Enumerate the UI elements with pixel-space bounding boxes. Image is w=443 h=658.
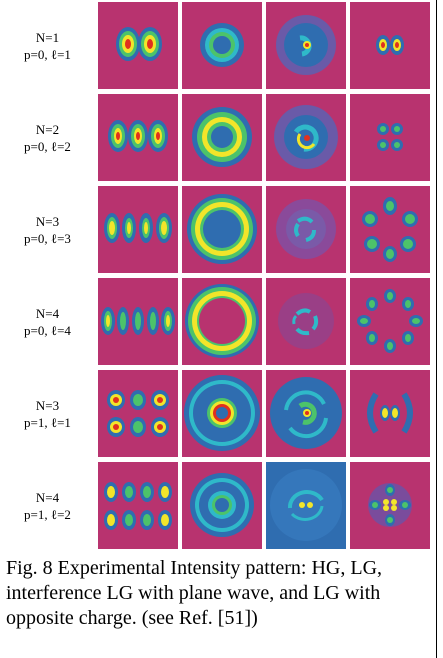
row-label-params: p=1, ℓ=1 [24,414,71,430]
row-label: N=1 p=0, ℓ=1 [0,2,95,89]
lg-mode-panel [182,462,262,549]
hg-mode-panel [98,278,178,365]
row-label: N=2 p=0, ℓ=2 [0,94,95,181]
lg-mode-panel [182,94,262,181]
row-label-params: p=1, ℓ=2 [24,506,71,522]
row-label: N=4 p=0, ℓ=4 [0,278,95,365]
opposite-charge-panel [350,370,430,457]
row-label-n: N=4 [35,489,60,505]
lg-mode-panel [182,278,262,365]
row-label-n: N=2 [35,121,60,137]
hg-mode-panel [98,94,178,181]
figure-row-3: N=3 p=0, ℓ=3 [0,186,437,273]
row-label: N=3 p=0, ℓ=3 [0,186,95,273]
figure-row-1: N=1 p=0, ℓ=1 [0,2,437,89]
row-label-n: N=3 [35,397,60,413]
opposite-charge-panel [350,278,430,365]
opposite-charge-panel [350,462,430,549]
row-label-params: p=0, ℓ=3 [24,230,71,246]
opposite-charge-panel [350,94,430,181]
row-label-n: N=3 [35,213,60,229]
figure-caption: Fig. 8 Experimental Intensity pattern: H… [6,557,383,629]
hg-mode-panel [98,186,178,273]
row-label-n: N=4 [35,305,60,321]
interference-panel [266,186,346,273]
figure-row-2: N=2 p=0, ℓ=2 [0,94,437,181]
hg-mode-panel [98,2,178,89]
row-label-n: N=1 [35,29,60,45]
interference-panel [266,278,346,365]
lg-mode-panel [182,186,262,273]
figure-row-6: N=4 p=1, ℓ=2 [0,462,437,549]
row-label-params: p=0, ℓ=2 [24,138,71,154]
interference-panel [266,370,346,457]
lg-mode-panel [182,370,262,457]
interference-panel [266,2,346,89]
opposite-charge-panel [350,186,430,273]
figure-row-4: N=4 p=0, ℓ=4 [0,278,437,365]
opposite-charge-panel [350,2,430,89]
hg-mode-panel [98,370,178,457]
row-label: N=4 p=1, ℓ=2 [0,462,95,549]
row-label-params: p=0, ℓ=4 [24,322,71,338]
row-label-params: p=0, ℓ=1 [24,46,71,62]
row-label: N=3 p=1, ℓ=1 [0,370,95,457]
hg-mode-panel [98,462,178,549]
lg-mode-panel [182,2,262,89]
interference-panel [266,462,346,549]
figure-row-5: N=3 p=1, ℓ=1 [0,370,437,457]
interference-panel [266,94,346,181]
